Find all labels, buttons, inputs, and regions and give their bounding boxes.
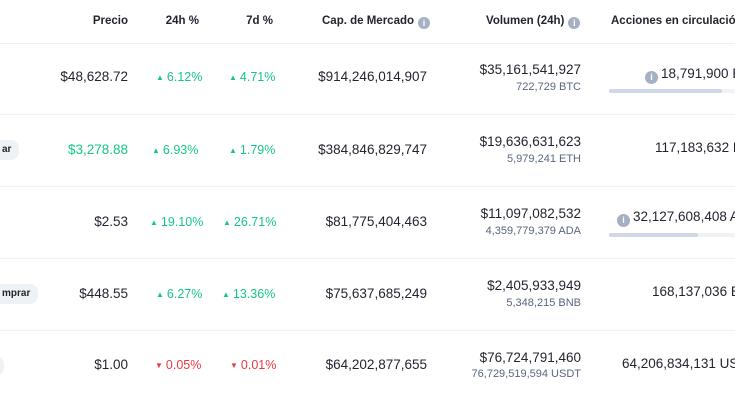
supply-progress-fill [609,89,723,93]
volume-sub: 76,729,519,594 USDT [471,368,581,380]
volume-sub: 722,729 BTC [516,81,581,93]
caret-up-icon: ▲ [150,218,158,227]
price: $448.55 [79,286,128,301]
info-icon[interactable]: i [645,71,658,84]
volume-sub: 5,979,241 ETH [507,153,581,165]
info-icon[interactable]: i [418,17,431,29]
caret-up-icon: ▲ [223,218,231,227]
market-cap: $75,637,685,249 [325,286,427,301]
volume-sub: 5,348,215 BNB [506,297,581,309]
buy-button[interactable]: ar [0,140,20,160]
table-row[interactable]: $48,628.72 ▲ 6.12% ▲ 4.71% $914,246,014,90… [0,43,735,115]
volume-sub: 4,359,779,379 ADA [485,225,581,237]
header-24h[interactable]: 24h % [165,15,199,27]
change-7d: ▼ 0.01% [230,358,277,372]
market-cap: $81,775,404,463 [325,214,427,229]
buy-button[interactable] [0,356,4,376]
caret-up-icon: ▲ [156,73,164,82]
caret-up-icon: ▲ [222,290,230,299]
price: $1.00 [94,357,128,372]
change-7d: ▲ 13.36% [222,287,276,301]
table-row[interactable]: $2.53 ▲ 19.10% ▲ 26.71% $81,775,404,463 $1… [0,187,735,259]
circulating-supply: 64,206,834,131 US [622,356,735,371]
caret-down-icon: ▼ [230,361,238,370]
table-header: Precio 24h % 7d % Cap. de Mercado i Volum… [0,0,735,44]
header-market-cap-label: Cap. de Mercado [322,15,415,27]
change-7d: ▲ 1.79% [229,143,276,157]
caret-up-icon: ▲ [229,146,237,155]
change-24h: ▼ 0.05% [155,358,202,372]
header-7d[interactable]: 7d % [246,15,273,27]
header-volume[interactable]: Volumen (24h) i [486,15,581,29]
circulating-supply: 117,183,632 E [655,140,735,155]
caret-down-icon: ▼ [155,361,163,370]
caret-up-icon: ▲ [156,290,164,299]
table-row[interactable]: ar $3,278.88 ▲ 6.93% ▲ 1.79% $384,846,829,… [0,115,735,187]
table-row[interactable]: $1.00 ▼ 0.05% ▼ 0.01% $64,202,877,655 $76,… [0,331,735,402]
info-icon[interactable]: i [568,17,581,29]
change-24h: ▲ 19.10% [150,215,204,229]
header-price[interactable]: Precio [92,15,128,27]
supply-progress-bar [609,233,735,237]
change-24h: ▲ 6.27% [156,287,203,301]
circulating-supply: i 32,127,608,408 A [617,209,735,227]
table-row[interactable]: mprar $448.55 ▲ 6.27% ▲ 13.36% $75,637,685… [0,259,735,331]
circulating-supply: i 18,791,900 B [645,66,735,84]
buy-button[interactable]: mprar [0,284,39,304]
volume[interactable]: $11,097,082,532 [480,206,581,221]
volume[interactable]: $76,724,791,460 [479,350,581,365]
change-7d: ▲ 26.71% [223,215,277,229]
caret-up-icon: ▲ [229,73,237,82]
price: $3,278.88 [67,142,128,157]
volume[interactable]: $19,636,631,623 [479,134,581,149]
header-volume-label: Volumen (24h) [486,15,565,27]
supply-progress-bar [609,89,735,93]
change-24h: ▲ 6.93% [152,143,199,157]
header-market-cap[interactable]: Cap. de Mercado i [322,15,431,29]
volume[interactable]: $2,405,933,949 [487,278,581,293]
change-7d: ▲ 4.71% [229,70,276,84]
volume[interactable]: $35,161,541,927 [479,62,581,77]
header-supply[interactable]: Acciones en circulació [611,15,735,27]
change-24h: ▲ 6.12% [156,70,203,84]
caret-up-icon: ▲ [152,146,160,155]
market-cap: $64,202,877,655 [325,357,427,372]
market-cap: $914,246,014,907 [318,69,427,84]
info-icon[interactable]: i [617,214,630,227]
circulating-supply: 168,137,036 B [652,284,735,299]
market-cap: $384,846,829,747 [318,142,427,157]
price: $48,628.72 [60,69,128,84]
supply-progress-fill [609,233,699,237]
price: $2.53 [94,214,128,229]
